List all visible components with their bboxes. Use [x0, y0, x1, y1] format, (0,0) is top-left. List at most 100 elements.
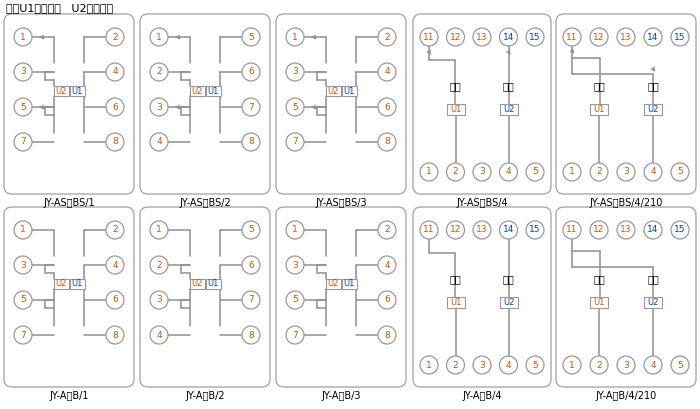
Circle shape	[286, 98, 304, 116]
Text: JY-AS，BS/4: JY-AS，BS/4	[456, 198, 508, 208]
Circle shape	[106, 63, 124, 81]
Text: U2: U2	[648, 105, 659, 114]
Text: JY-AS，BS/4/210: JY-AS，BS/4/210	[589, 198, 663, 208]
Circle shape	[473, 28, 491, 46]
Text: 7: 7	[20, 330, 26, 339]
Text: 启动: 启动	[647, 81, 659, 92]
Text: U2: U2	[648, 298, 659, 307]
Text: 3: 3	[479, 360, 485, 369]
Circle shape	[378, 291, 396, 309]
Text: 4: 4	[650, 360, 656, 369]
Text: U1: U1	[450, 298, 461, 307]
Bar	[190, 86, 204, 96]
Circle shape	[420, 28, 438, 46]
Circle shape	[150, 291, 168, 309]
Text: 7: 7	[292, 330, 298, 339]
Text: U1: U1	[343, 279, 355, 288]
Bar	[53, 86, 69, 96]
Text: JY-A，B/3: JY-A，B/3	[321, 391, 360, 401]
Circle shape	[617, 356, 635, 374]
Text: 3: 3	[20, 67, 26, 76]
Circle shape	[378, 133, 396, 151]
FancyBboxPatch shape	[556, 14, 696, 194]
Text: 1: 1	[156, 32, 162, 41]
Text: 14: 14	[503, 32, 514, 41]
Circle shape	[106, 291, 124, 309]
Circle shape	[617, 221, 635, 239]
Circle shape	[106, 28, 124, 46]
Bar	[447, 297, 465, 308]
Text: 电源: 电源	[593, 274, 605, 285]
Text: 2: 2	[156, 261, 162, 270]
Text: 6: 6	[384, 103, 390, 112]
Bar	[500, 297, 517, 308]
Circle shape	[150, 256, 168, 274]
Text: 1: 1	[292, 225, 298, 234]
Circle shape	[242, 221, 260, 239]
Bar	[69, 86, 85, 96]
Circle shape	[14, 98, 32, 116]
Circle shape	[447, 28, 465, 46]
Text: 2: 2	[384, 225, 390, 234]
Circle shape	[420, 221, 438, 239]
FancyBboxPatch shape	[413, 207, 551, 387]
Bar	[69, 279, 85, 289]
Text: 4: 4	[384, 67, 390, 76]
Circle shape	[563, 221, 581, 239]
FancyBboxPatch shape	[276, 14, 406, 194]
FancyBboxPatch shape	[140, 207, 270, 387]
Bar	[500, 104, 517, 115]
Text: 8: 8	[112, 137, 118, 146]
Text: 电源: 电源	[593, 81, 605, 92]
Text: 1: 1	[426, 168, 432, 177]
Circle shape	[286, 221, 304, 239]
Bar	[342, 279, 356, 289]
Circle shape	[286, 291, 304, 309]
Circle shape	[590, 221, 608, 239]
Text: U2: U2	[503, 105, 514, 114]
Circle shape	[671, 221, 689, 239]
Text: 12: 12	[594, 225, 605, 234]
Text: 15: 15	[674, 32, 686, 41]
Circle shape	[617, 163, 635, 181]
Text: 5: 5	[677, 168, 683, 177]
Circle shape	[106, 221, 124, 239]
Text: JY-A，B/1: JY-A，B/1	[49, 391, 89, 401]
Circle shape	[286, 256, 304, 274]
Text: 8: 8	[384, 330, 390, 339]
Bar	[326, 86, 340, 96]
FancyBboxPatch shape	[4, 207, 134, 387]
Circle shape	[563, 28, 581, 46]
Circle shape	[563, 163, 581, 181]
Bar	[447, 104, 465, 115]
Text: 12: 12	[594, 32, 605, 41]
Text: 13: 13	[476, 32, 488, 41]
Text: JY-AS，BS/2: JY-AS，BS/2	[179, 198, 231, 208]
Text: 1: 1	[569, 168, 575, 177]
Text: 11: 11	[424, 225, 435, 234]
Bar	[326, 279, 340, 289]
Text: 2: 2	[596, 168, 602, 177]
Circle shape	[447, 221, 465, 239]
Circle shape	[242, 98, 260, 116]
Text: 15: 15	[529, 225, 540, 234]
Text: 3: 3	[479, 168, 485, 177]
Circle shape	[242, 291, 260, 309]
Text: U2: U2	[191, 86, 203, 95]
Text: U1: U1	[450, 105, 461, 114]
Circle shape	[150, 221, 168, 239]
Text: U1: U1	[71, 279, 83, 288]
Text: 3: 3	[156, 295, 162, 304]
Bar	[342, 86, 356, 96]
Circle shape	[242, 133, 260, 151]
Text: 5: 5	[292, 103, 298, 112]
Text: 2: 2	[112, 32, 118, 41]
Circle shape	[378, 326, 396, 344]
Text: 13: 13	[620, 225, 631, 234]
Circle shape	[286, 28, 304, 46]
Text: 4: 4	[156, 330, 162, 339]
Text: 12: 12	[450, 32, 461, 41]
FancyBboxPatch shape	[140, 14, 270, 194]
Circle shape	[106, 256, 124, 274]
Circle shape	[150, 133, 168, 151]
